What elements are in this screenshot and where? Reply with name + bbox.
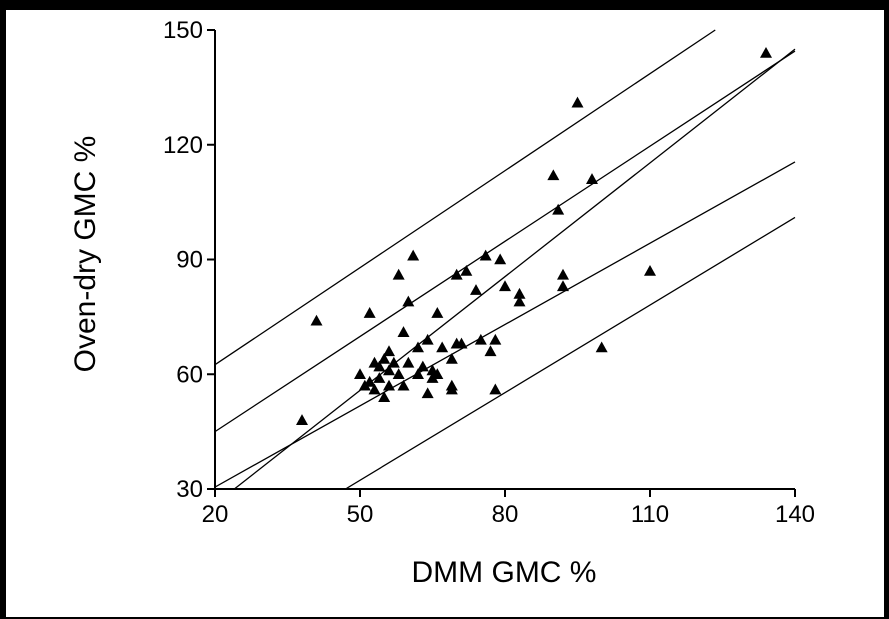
- chart-axes: [207, 29, 796, 497]
- data-point-13: [383, 379, 395, 391]
- data-point-5: [363, 375, 376, 387]
- reference-line-2: [233, 48, 796, 489]
- data-point-23: [412, 341, 424, 353]
- data-point-24: [412, 368, 424, 380]
- data-point-52: [557, 280, 569, 292]
- data-point-10: [378, 352, 391, 364]
- x-tick-label-3: 110: [631, 501, 669, 528]
- data-point-15: [387, 356, 400, 368]
- data-point-14: [383, 345, 395, 357]
- data-point-44: [489, 383, 502, 395]
- chart-frame: 20 50 80 110 140 30 60 90 120 150 DMM GMC % Oven…: [6, 10, 884, 617]
- data-point-36: [450, 268, 463, 280]
- data-point-45: [489, 333, 502, 345]
- data-point-32: [436, 341, 449, 353]
- x-tick-label-1: 50: [347, 501, 374, 528]
- data-point-8: [373, 360, 386, 372]
- data-point-56: [595, 341, 608, 353]
- data-point-35: [445, 383, 458, 395]
- data-point-50: [547, 169, 560, 181]
- data-point-40: [470, 284, 482, 295]
- data-point-30: [431, 307, 444, 318]
- data-point-22: [407, 249, 420, 261]
- reference-line-0: [215, 29, 716, 366]
- data-point-49: [513, 295, 526, 307]
- data-point-47: [499, 280, 511, 292]
- data-point-2: [354, 368, 366, 380]
- x-axis-title: DMM GMC %: [412, 556, 597, 589]
- data-point-0: [296, 414, 308, 425]
- reference-line-3: [215, 161, 796, 488]
- data-point-11: [378, 391, 391, 402]
- data-point-4: [363, 307, 376, 318]
- reference-line-4: [345, 216, 796, 489]
- data-point-16: [392, 268, 405, 280]
- data-point-27: [421, 387, 434, 399]
- y-tick-labels: 30 60 90 120 150: [163, 17, 203, 503]
- x-tick-label-0: 20: [202, 501, 229, 528]
- data-point-9: [373, 372, 386, 383]
- y-tick-label-2: 90: [176, 247, 203, 274]
- data-point-46: [494, 253, 507, 265]
- scatter-chart: 20 50 80 110 140 30 60 90 120 150 DMM GMC % Oven…: [69, 17, 815, 589]
- reference-lines: [215, 29, 796, 489]
- data-point-25: [416, 360, 429, 372]
- x-tick-labels: 20 50 80 110 140: [202, 501, 815, 528]
- x-tick-label-4: 140: [775, 501, 815, 528]
- data-point-55: [586, 173, 598, 184]
- y-tick-label-3: 120: [163, 132, 203, 159]
- data-point-19: [397, 379, 410, 391]
- x-tick-label-2: 80: [492, 501, 519, 528]
- data-point-38: [455, 337, 468, 349]
- data-point-51: [552, 203, 565, 215]
- y-tick-label-4: 150: [163, 17, 203, 44]
- data-point-41: [474, 333, 487, 345]
- data-point-58: [760, 46, 772, 58]
- y-tick-label-0: 30: [176, 476, 203, 503]
- y-axis-title: Oven-dry GMC %: [69, 136, 102, 373]
- data-point-21: [402, 356, 415, 368]
- data-point-18: [397, 326, 410, 337]
- data-point-31: [431, 368, 444, 380]
- data-point-39: [460, 264, 473, 276]
- data-point-33: [445, 352, 458, 364]
- reference-line-1: [215, 50, 796, 433]
- data-point-20: [402, 295, 415, 307]
- data-point-26: [421, 333, 434, 345]
- data-point-43: [484, 345, 497, 357]
- data-point-12: [383, 364, 395, 376]
- data-point-48: [513, 287, 526, 299]
- data-point-1: [310, 314, 323, 326]
- data-point-54: [571, 96, 584, 108]
- data-point-53: [557, 268, 569, 280]
- data-point-7: [368, 383, 381, 395]
- data-point-57: [644, 264, 656, 276]
- data-points: [296, 46, 772, 425]
- data-point-17: [392, 368, 405, 380]
- y-tick-label-1: 60: [176, 361, 203, 388]
- data-point-42: [479, 249, 492, 261]
